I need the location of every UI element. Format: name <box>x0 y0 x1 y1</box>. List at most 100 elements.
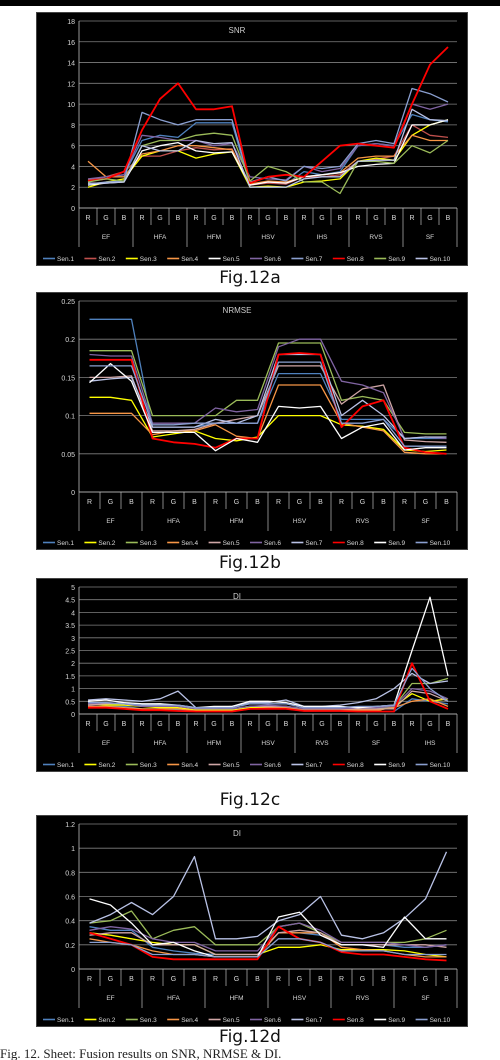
y-tick-label: 4 <box>71 164 75 171</box>
x-tick-label: B <box>446 721 451 728</box>
top-rule <box>0 0 500 6</box>
legend-label: Sen.5 <box>223 1017 240 1024</box>
legend-label: Sen.10 <box>430 1017 451 1024</box>
x-group-label: HFA <box>154 740 167 747</box>
y-tick-label: 1.5 <box>65 674 75 681</box>
x-group-label: HSV <box>261 234 275 241</box>
legend-label: Sen.5 <box>223 256 240 263</box>
x-group-label: SF <box>426 234 434 241</box>
x-tick-label: G <box>427 215 432 222</box>
y-tick-label: 0.05 <box>61 452 75 459</box>
x-tick-label: B <box>176 215 181 222</box>
x-group-label: EF <box>102 234 110 241</box>
legend-label: Sen.5 <box>223 762 240 769</box>
x-tick-label: B <box>446 215 451 222</box>
legend-label: Sen.5 <box>223 540 240 547</box>
legend-label: Sen.2 <box>98 256 115 263</box>
series-line-sen8 <box>88 662 449 713</box>
caption-fig12b: Fig.12b <box>219 553 281 573</box>
x-tick-label: B <box>122 215 127 222</box>
y-tick-label: 0.25 <box>61 299 75 306</box>
x-tick-label: B <box>122 721 127 728</box>
series-line-sen7 <box>89 851 448 940</box>
y-tick-label: 0.5 <box>65 699 75 706</box>
legend-label: Sen.4 <box>181 762 198 769</box>
legend-label: Sen.7 <box>305 256 322 263</box>
x-tick-label: G <box>103 721 108 728</box>
series-line-sen7 <box>87 672 449 709</box>
legend-label: Sen.2 <box>98 540 115 547</box>
legend-label: Sen.7 <box>305 762 322 769</box>
caption-fig12d: Fig.12d <box>219 1027 281 1047</box>
series-line-sen9 <box>87 596 449 709</box>
legend-label: Sen.4 <box>181 1017 198 1024</box>
x-tick-label: G <box>373 215 378 222</box>
x-tick-label: R <box>355 215 360 222</box>
chart-title: NRMSE <box>223 306 252 315</box>
series-line-sen10 <box>89 938 447 958</box>
y-tick-label: 2 <box>71 661 75 668</box>
x-tick-label: R <box>193 215 198 222</box>
y-tick-label: 10 <box>67 102 75 109</box>
series-line-sen9 <box>87 132 449 195</box>
series-line-sen10 <box>88 667 449 709</box>
x-tick-label: B <box>381 499 386 506</box>
x-tick-label: G <box>211 721 216 728</box>
x-tick-label: B <box>392 721 397 728</box>
chart-svg: DI 0 0.2 0.4 0.6 0.8 1 1.2 R G B R G B R G B R G B R G B R G B EF H… <box>43 822 458 1024</box>
x-tick-label: B <box>176 721 181 728</box>
y-tick-label: 3.5 <box>65 623 75 630</box>
x-tick-label: G <box>157 215 162 222</box>
y-tick-label: 6 <box>71 144 75 151</box>
legend-label: Sen.1 <box>57 762 74 769</box>
x-tick-label: R <box>150 499 155 506</box>
x-tick-label: G <box>234 499 239 506</box>
y-tick-label: 18 <box>67 19 75 26</box>
y-tick-label: 0.6 <box>65 895 75 902</box>
series-line-sen6 <box>87 103 449 181</box>
legend-label: Sen.7 <box>305 1017 322 1024</box>
x-tick-label: B <box>230 721 235 728</box>
x-tick-label: G <box>360 499 365 506</box>
x-group-label: HSV <box>261 740 275 747</box>
x-tick-label: R <box>247 215 252 222</box>
y-tick-label: 0.1 <box>65 414 75 421</box>
di-chart-panel-d: DI 0 0.2 0.4 0.6 0.8 1 1.2 R G B R G B R G B R G B R G B R G B EF H… <box>36 815 468 1027</box>
series-line-sen3 <box>87 119 449 188</box>
x-tick-label: G <box>423 976 428 983</box>
x-tick-label: G <box>103 215 108 222</box>
chart-svg: DI 0 0.5 1 1.5 2 2.5 3 3.5 4 4.5 5 R G B R G B R G B R G B R G B R G… <box>43 585 458 769</box>
x-tick-label: R <box>87 499 92 506</box>
x-group-label: HSV <box>293 518 307 525</box>
legend-label: Sen.10 <box>430 540 451 547</box>
series-line-sen2 <box>87 124 449 186</box>
x-tick-label: R <box>85 215 90 222</box>
legend-label: Sen.3 <box>140 1017 157 1024</box>
x-group-label: EF <box>106 995 114 1002</box>
y-tick-label: 16 <box>67 40 75 47</box>
x-tick-label: B <box>338 721 343 728</box>
x-tick-label: R <box>193 721 198 728</box>
x-tick-label: B <box>444 976 449 983</box>
x-tick-label: G <box>171 976 176 983</box>
y-tick-label: 1 <box>71 846 75 853</box>
legend-label: Sen.10 <box>430 256 451 263</box>
x-tick-label: B <box>255 976 260 983</box>
di-chart-panel-c: DI 0 0.5 1 1.5 2 2.5 3 3.5 4 4.5 5 R G B R G B R G B R G B R G B R G… <box>36 578 468 772</box>
x-group-label: HFA <box>154 234 167 241</box>
y-tick-label: 0.2 <box>65 337 75 344</box>
x-tick-label: B <box>192 499 197 506</box>
x-tick-label: R <box>276 499 281 506</box>
x-tick-label: G <box>427 721 432 728</box>
chart-title: SNR <box>229 26 246 35</box>
x-tick-label: G <box>211 215 216 222</box>
x-tick-label: G <box>423 499 428 506</box>
x-tick-label: G <box>108 499 113 506</box>
chart-svg: SNR 0 2 4 6 8 10 12 14 16 18 R G B R G B R G B R G B R G B R G B R G B E… <box>43 19 458 263</box>
x-tick-label: R <box>247 721 252 728</box>
y-tick-label: 12 <box>67 81 75 88</box>
x-tick-label: R <box>139 721 144 728</box>
x-tick-label: G <box>319 721 324 728</box>
legend-label: Sen.6 <box>264 256 281 263</box>
legend-label: Sen.1 <box>57 256 74 263</box>
